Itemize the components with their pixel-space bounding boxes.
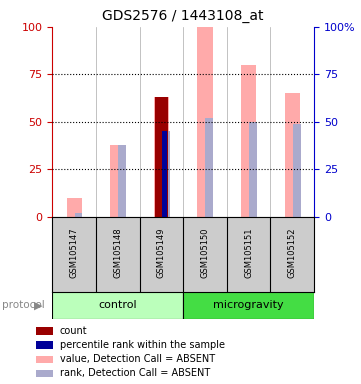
Text: GSM105151: GSM105151 bbox=[244, 228, 253, 278]
Text: GSM105149: GSM105149 bbox=[157, 228, 166, 278]
Bar bbox=[241, 65, 256, 217]
Bar bbox=[183, 292, 314, 319]
Text: count: count bbox=[60, 326, 87, 336]
Bar bbox=[249, 122, 257, 217]
Bar bbox=[162, 131, 170, 217]
Text: ▶: ▶ bbox=[34, 300, 42, 310]
Bar bbox=[66, 198, 82, 217]
Bar bbox=[155, 97, 168, 217]
Text: GSM105148: GSM105148 bbox=[113, 228, 122, 278]
Bar bbox=[52, 292, 183, 319]
Text: GSM105147: GSM105147 bbox=[70, 228, 79, 278]
Text: GSM105150: GSM105150 bbox=[200, 228, 209, 278]
Bar bbox=[162, 131, 167, 217]
Title: GDS2576 / 1443108_at: GDS2576 / 1443108_at bbox=[103, 9, 264, 23]
Text: rank, Detection Call = ABSENT: rank, Detection Call = ABSENT bbox=[60, 368, 210, 378]
Bar bbox=[110, 145, 125, 217]
Bar bbox=[205, 118, 213, 217]
Text: GSM105152: GSM105152 bbox=[288, 228, 297, 278]
Bar bbox=[154, 97, 169, 217]
Text: control: control bbox=[99, 300, 137, 310]
Bar bbox=[36, 370, 53, 377]
Text: value, Detection Call = ABSENT: value, Detection Call = ABSENT bbox=[60, 354, 215, 364]
Bar bbox=[75, 213, 82, 217]
Bar bbox=[197, 27, 213, 217]
Bar bbox=[36, 341, 53, 349]
Text: microgravity: microgravity bbox=[213, 300, 284, 310]
Bar bbox=[293, 124, 301, 217]
Bar bbox=[36, 356, 53, 363]
Text: protocol: protocol bbox=[2, 300, 44, 310]
Bar bbox=[36, 327, 53, 335]
Bar bbox=[284, 93, 300, 217]
Text: percentile rank within the sample: percentile rank within the sample bbox=[60, 340, 225, 350]
Bar bbox=[118, 145, 126, 217]
